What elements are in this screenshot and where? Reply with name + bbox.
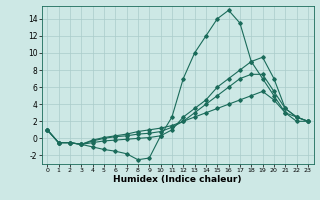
X-axis label: Humidex (Indice chaleur): Humidex (Indice chaleur) [113,175,242,184]
